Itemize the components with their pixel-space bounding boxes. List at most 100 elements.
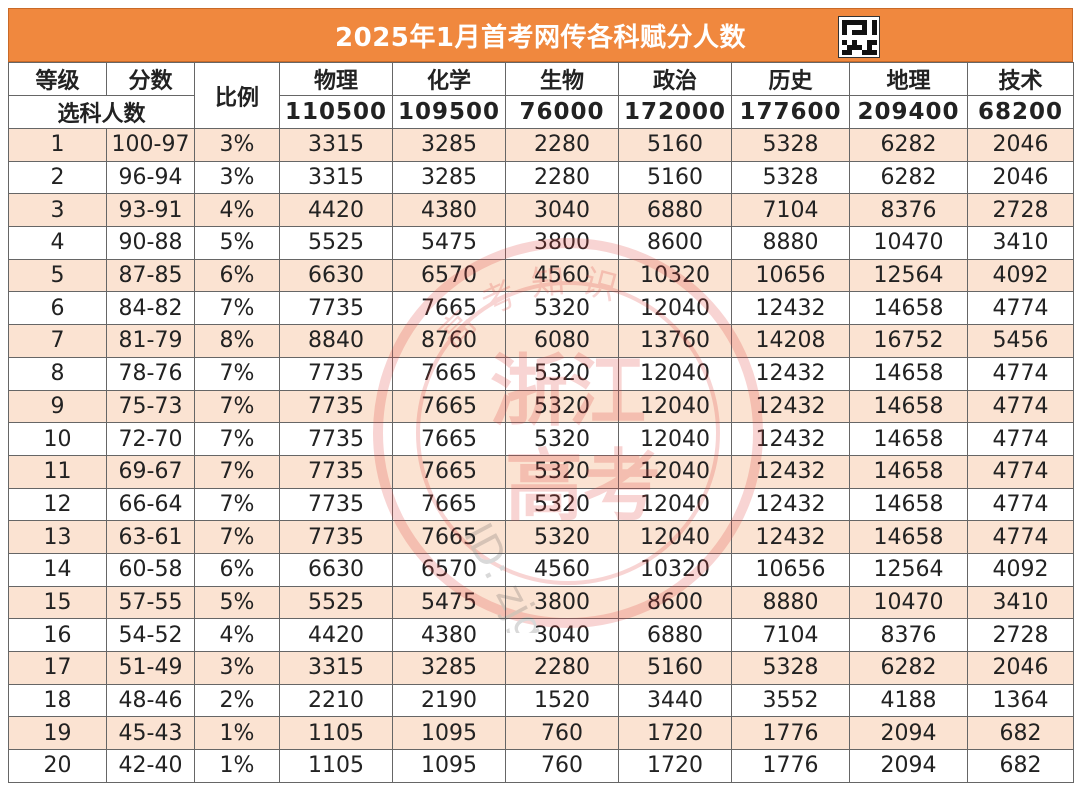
grade-cell: 18	[8, 683, 107, 718]
count-cell: 4560	[505, 552, 619, 587]
count-cell: 12432	[731, 487, 850, 522]
header-subject-total-6: 68200	[967, 95, 1074, 129]
count-cell: 5328	[731, 128, 850, 162]
table-row: 7 81-79 8% 8840 8760 6080 13760 14208 16752 5456	[8, 324, 1074, 358]
count-cell: 5475	[392, 226, 506, 260]
ratio-cell: 8%	[194, 324, 280, 358]
table-title: 2025年1月首考网传各科赋分人数	[8, 8, 1073, 62]
table-row: 14 60-58 6% 6630 6570 4560 10320 10656 12564 4092	[8, 552, 1074, 587]
count-cell: 7735	[279, 520, 393, 554]
grade-cell: 17	[8, 651, 107, 685]
count-cell: 4774	[967, 291, 1074, 326]
count-cell: 6282	[849, 651, 968, 685]
ratio-cell: 6%	[194, 258, 280, 293]
count-cell: 3410	[967, 585, 1074, 620]
count-cell: 8376	[849, 193, 968, 228]
count-cell: 12432	[731, 291, 850, 326]
count-cell: 7735	[279, 487, 393, 522]
count-cell: 4380	[392, 618, 506, 652]
count-cell: 12040	[618, 487, 732, 522]
header-subject-total-2: 76000	[505, 95, 619, 129]
table-row: 13 63-61 7% 7735 7665 5320 12040 12432 14658 4774	[8, 520, 1074, 554]
header-ratio: 比例	[194, 62, 280, 129]
grade-cell: 6	[8, 291, 107, 326]
count-cell: 4774	[967, 356, 1074, 391]
score-cell: 48-46	[106, 683, 195, 718]
table-row: 12 66-64 7% 7735 7665 5320 12040 12432 14658 4774	[8, 487, 1074, 522]
count-cell: 1720	[618, 749, 732, 783]
count-cell: 12040	[618, 356, 732, 391]
count-cell: 10470	[849, 226, 968, 260]
ratio-cell: 2%	[194, 683, 280, 718]
count-cell: 12432	[731, 356, 850, 391]
count-cell: 3315	[279, 128, 393, 162]
count-cell: 2094	[849, 749, 968, 783]
count-cell: 2728	[967, 618, 1074, 652]
count-cell: 2190	[392, 683, 506, 718]
header-subject-3: 政治	[618, 62, 732, 96]
count-cell: 3440	[618, 683, 732, 718]
count-cell: 8760	[392, 324, 506, 358]
count-cell: 14658	[849, 454, 968, 489]
count-cell: 5525	[279, 585, 393, 620]
count-cell: 12564	[849, 258, 968, 293]
count-cell: 8840	[279, 324, 393, 358]
count-cell: 4774	[967, 520, 1074, 554]
ratio-cell: 5%	[194, 226, 280, 260]
count-cell: 3040	[505, 193, 619, 228]
count-cell: 6880	[618, 618, 732, 652]
count-cell: 5320	[505, 487, 619, 522]
table-row: 11 69-67 7% 7735 7665 5320 12040 12432 14658 4774	[8, 454, 1074, 489]
count-cell: 12432	[731, 389, 850, 424]
ratio-cell: 5%	[194, 585, 280, 620]
score-cell: 66-64	[106, 487, 195, 522]
table-row: 3 93-91 4% 4420 4380 3040 6880 7104 8376 2728	[8, 193, 1074, 228]
header-subject-total-1: 109500	[392, 95, 506, 129]
count-cell: 10320	[618, 258, 732, 293]
count-cell: 5160	[618, 128, 732, 162]
count-cell: 682	[967, 716, 1074, 751]
count-cell: 7735	[279, 356, 393, 391]
ratio-cell: 7%	[194, 422, 280, 456]
count-cell: 8880	[731, 226, 850, 260]
count-cell: 3315	[279, 651, 393, 685]
grade-cell: 14	[8, 552, 107, 587]
count-cell: 10656	[731, 552, 850, 587]
count-cell: 3552	[731, 683, 850, 718]
count-cell: 8600	[618, 585, 732, 620]
count-cell: 7665	[392, 389, 506, 424]
count-cell: 3315	[279, 160, 393, 195]
count-cell: 7735	[279, 389, 393, 424]
count-cell: 4774	[967, 422, 1074, 456]
ratio-cell: 3%	[194, 128, 280, 162]
count-cell: 1105	[279, 749, 393, 783]
count-cell: 1105	[279, 716, 393, 751]
count-cell: 4188	[849, 683, 968, 718]
count-cell: 4092	[967, 258, 1074, 293]
score-cell: 84-82	[106, 291, 195, 326]
table-row: 17 51-49 3% 3315 3285 2280 5160 5328 6282 2046	[8, 651, 1074, 685]
grade-cell: 15	[8, 585, 107, 620]
count-cell: 5525	[279, 226, 393, 260]
count-cell: 5320	[505, 422, 619, 456]
count-cell: 3800	[505, 585, 619, 620]
count-cell: 7735	[279, 422, 393, 456]
count-cell: 12040	[618, 422, 732, 456]
count-cell: 4774	[967, 389, 1074, 424]
score-cell: 60-58	[106, 552, 195, 587]
header-subject-6: 技术	[967, 62, 1074, 96]
table-row: 20 42-40 1% 1105 1095 760 1720 1776 2094 682	[8, 749, 1074, 783]
score-cell: 51-49	[106, 651, 195, 685]
count-cell: 12040	[618, 454, 732, 489]
count-cell: 6570	[392, 258, 506, 293]
count-cell: 10320	[618, 552, 732, 587]
header-subject-1: 化学	[392, 62, 506, 96]
count-cell: 760	[505, 716, 619, 751]
count-cell: 6282	[849, 160, 968, 195]
score-cell: 54-52	[106, 618, 195, 652]
count-cell: 12432	[731, 520, 850, 554]
count-cell: 5320	[505, 454, 619, 489]
count-cell: 3410	[967, 226, 1074, 260]
count-cell: 6080	[505, 324, 619, 358]
table-row: 2 96-94 3% 3315 3285 2280 5160 5328 6282 2046	[8, 160, 1074, 195]
